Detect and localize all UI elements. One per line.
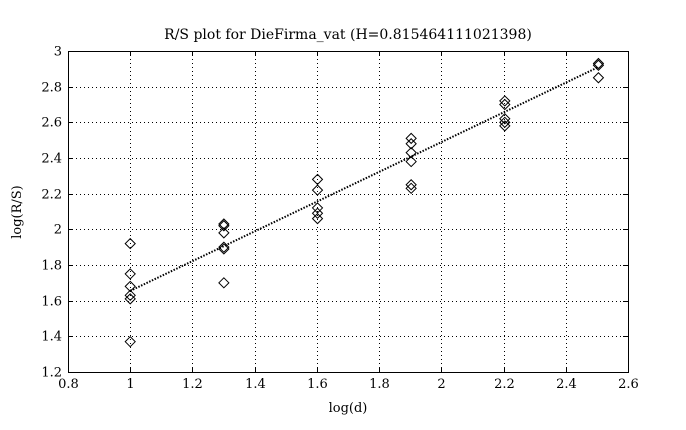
y-tick-label: 3: [54, 45, 62, 60]
data-point-diamond: [499, 120, 511, 132]
data-point-diamond: [499, 95, 511, 107]
data-point-diamond: [124, 268, 136, 280]
x-tick-label: 2: [437, 377, 445, 392]
y-tick-label: 2.8: [41, 81, 62, 96]
data-point-diamond: [218, 227, 230, 239]
data-point-diamond: [218, 218, 230, 230]
data-point-diamond: [124, 289, 136, 302]
fit-line-group: [129, 66, 599, 292]
data-point-diamond: [311, 207, 324, 219]
grid-lines: [68, 51, 628, 372]
y-axis-label: log(R/S): [10, 185, 25, 239]
data-point-diamond: [218, 220, 230, 232]
x-tick-label: 2.2: [494, 377, 515, 392]
data-point-diamond: [311, 184, 324, 196]
data-point-diamond: [405, 179, 417, 191]
x-tick-label: 2.6: [618, 377, 639, 392]
y-tick-label: 1.8: [41, 259, 62, 274]
plot-frame: [68, 51, 629, 373]
data-point-diamond: [592, 59, 605, 71]
data-points: [124, 57, 605, 348]
x-tick-label: 1.2: [182, 377, 203, 392]
x-tick-label: 1.4: [245, 377, 266, 392]
axis-ticks: 0.8 1 1.2 1.4 1.6 1.8 2 2.2 2.4 2.6 1.2 1.4 1.6 1.8 2 2…: [41, 45, 639, 393]
y-tick-label: 2.4: [41, 152, 62, 167]
y-tick-label: 1.6: [41, 295, 62, 310]
y-tick-label: 2.2: [41, 188, 62, 203]
regression-fit-line: [129, 66, 599, 292]
data-point-diamond: [124, 293, 136, 305]
x-tick-label: 2.4: [556, 377, 577, 392]
data-point-diamond: [218, 243, 230, 255]
data-point-diamond: [499, 113, 511, 125]
data-point-diamond: [405, 132, 417, 145]
data-point-diamond: [592, 72, 605, 84]
y-tick-label: 2: [54, 223, 62, 238]
data-point-diamond: [124, 280, 136, 293]
data-point-diamond: [499, 116, 511, 129]
data-point-diamond: [405, 155, 417, 168]
data-point-diamond: [218, 241, 230, 253]
x-tick-label: 1.6: [307, 377, 328, 392]
data-point-diamond: [124, 237, 136, 250]
data-point-diamond: [218, 277, 230, 289]
x-tick-label: 1.8: [369, 377, 390, 392]
x-axis-label: log(d): [329, 401, 368, 416]
chart-title: R/S plot for DieFirma_vat (H=0.815464111…: [164, 27, 532, 43]
y-tick-label: 1.4: [41, 330, 62, 345]
data-point-diamond: [124, 335, 136, 348]
y-tick-label: 2.6: [41, 116, 62, 131]
x-tick-label: 1: [126, 377, 134, 392]
data-point-diamond: [405, 138, 417, 150]
data-point-diamond: [311, 212, 324, 225]
y-tick-label: 1.2: [41, 366, 62, 381]
data-point-diamond: [592, 57, 605, 70]
x-tick-label: 0.8: [58, 377, 79, 392]
data-point-diamond: [405, 182, 417, 195]
data-point-diamond: [405, 146, 417, 159]
data-point-diamond: [499, 98, 511, 111]
